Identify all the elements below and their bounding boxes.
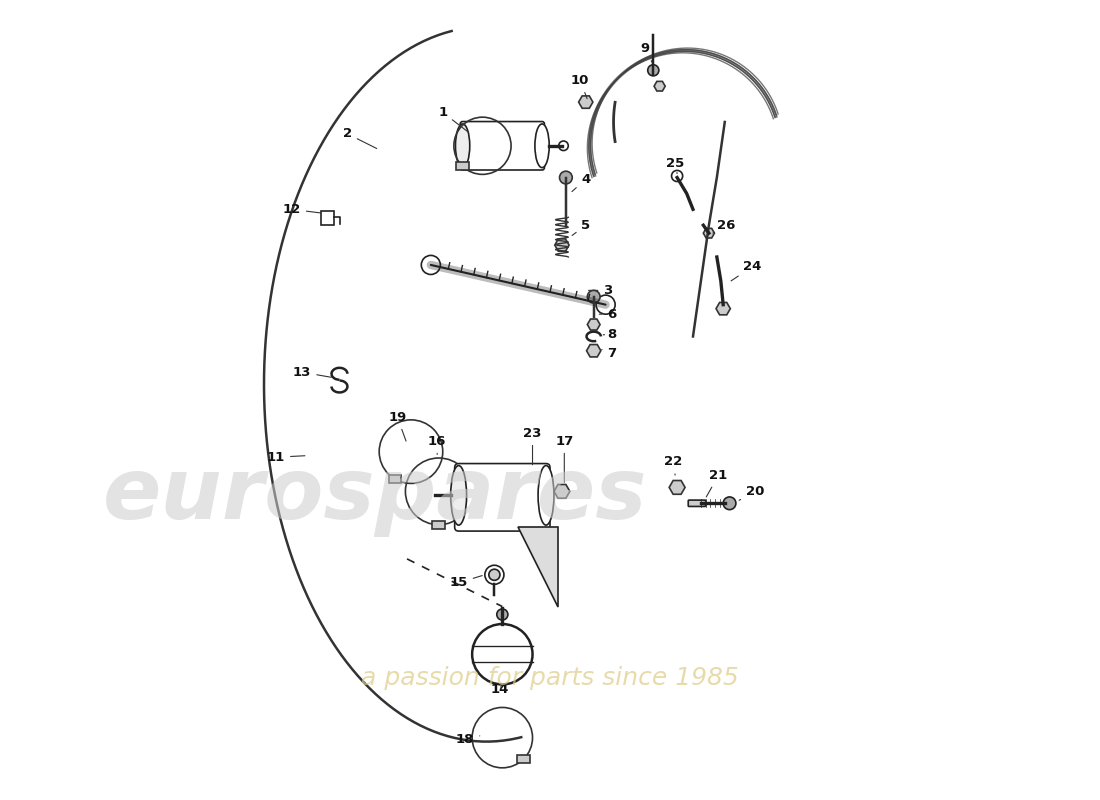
Text: 19: 19 <box>388 411 407 441</box>
Ellipse shape <box>535 124 549 168</box>
Bar <box>455 162 469 170</box>
Text: 26: 26 <box>713 218 736 233</box>
Text: 12: 12 <box>283 203 321 216</box>
Polygon shape <box>669 481 685 494</box>
Polygon shape <box>554 485 570 498</box>
Text: 4: 4 <box>572 173 591 191</box>
Text: 5: 5 <box>572 218 591 235</box>
Polygon shape <box>703 228 715 238</box>
Polygon shape <box>518 527 558 606</box>
Text: a passion for parts since 1985: a passion for parts since 1985 <box>361 666 739 690</box>
Bar <box>321 211 334 226</box>
Text: 21: 21 <box>706 469 727 497</box>
Polygon shape <box>654 82 666 91</box>
Ellipse shape <box>455 124 470 168</box>
Bar <box>388 475 401 483</box>
Text: 3: 3 <box>588 284 613 297</box>
Circle shape <box>497 609 508 620</box>
Text: 17: 17 <box>556 435 573 482</box>
Circle shape <box>648 65 659 76</box>
Polygon shape <box>579 96 593 108</box>
Text: 25: 25 <box>667 157 684 174</box>
Text: 15: 15 <box>450 575 482 590</box>
Text: 10: 10 <box>571 74 590 98</box>
Bar <box>517 755 530 763</box>
Text: 24: 24 <box>732 260 762 281</box>
Bar <box>432 521 446 529</box>
Circle shape <box>488 570 499 580</box>
Circle shape <box>596 295 615 314</box>
Text: 14: 14 <box>491 683 509 697</box>
Text: 23: 23 <box>524 427 541 465</box>
Circle shape <box>472 624 532 685</box>
Text: eurospares: eurospares <box>103 454 648 537</box>
Circle shape <box>671 170 683 182</box>
Text: 1: 1 <box>438 106 469 132</box>
Text: 2: 2 <box>343 127 376 149</box>
Polygon shape <box>587 319 601 330</box>
Text: 13: 13 <box>293 366 331 378</box>
Ellipse shape <box>451 466 466 525</box>
Text: 18: 18 <box>455 733 480 746</box>
Circle shape <box>587 290 601 303</box>
Text: 7: 7 <box>602 347 616 361</box>
Text: 6: 6 <box>600 308 617 321</box>
Circle shape <box>560 171 572 184</box>
Text: 8: 8 <box>603 327 617 341</box>
Polygon shape <box>524 470 537 481</box>
Circle shape <box>559 141 569 150</box>
Text: 11: 11 <box>267 450 305 464</box>
Text: 16: 16 <box>428 435 447 454</box>
Polygon shape <box>586 345 601 357</box>
Text: 9: 9 <box>641 42 652 62</box>
Ellipse shape <box>538 466 554 525</box>
Circle shape <box>723 497 736 510</box>
FancyBboxPatch shape <box>460 122 544 170</box>
Polygon shape <box>716 302 730 315</box>
Polygon shape <box>554 239 569 251</box>
Circle shape <box>421 255 440 274</box>
Text: 20: 20 <box>739 485 764 500</box>
FancyBboxPatch shape <box>454 463 550 531</box>
Text: 22: 22 <box>664 455 682 475</box>
FancyBboxPatch shape <box>689 500 706 506</box>
Circle shape <box>485 566 504 584</box>
